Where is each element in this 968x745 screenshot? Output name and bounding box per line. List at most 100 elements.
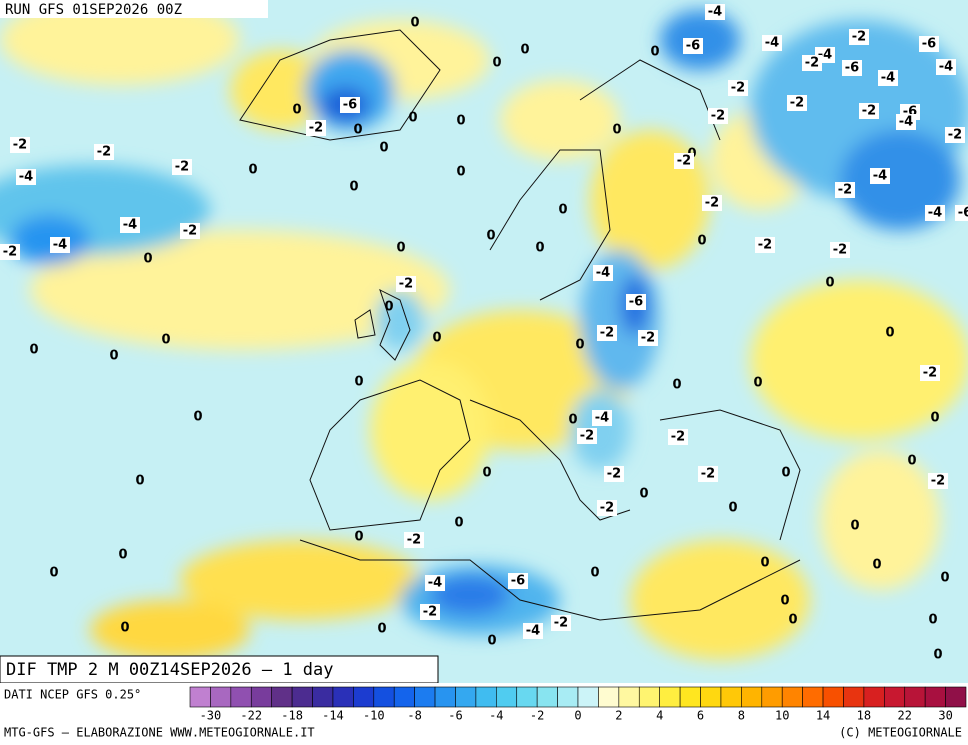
color-swatch bbox=[781, 686, 803, 708]
color-swatch bbox=[598, 686, 620, 708]
colorbar-tick-label: -4 bbox=[489, 709, 503, 723]
contour-label: -2 bbox=[862, 104, 876, 119]
color-swatch bbox=[312, 686, 334, 708]
label-box bbox=[928, 473, 948, 489]
contour-label: -4 bbox=[19, 170, 33, 185]
contour-label: 0 bbox=[408, 111, 417, 126]
contour-label: -2 bbox=[701, 467, 715, 482]
contour-label: -2 bbox=[852, 30, 866, 45]
contour-label: -2 bbox=[3, 245, 17, 260]
contour-label: -2 bbox=[758, 238, 772, 253]
label-box bbox=[802, 55, 822, 71]
contour-label: 0 bbox=[672, 378, 681, 393]
contour-label: 0 bbox=[135, 474, 144, 489]
contour-label: 0 bbox=[384, 300, 393, 315]
colorbar-tick-label: -22 bbox=[240, 709, 262, 723]
color-swatch bbox=[700, 686, 722, 708]
contour-label: -2 bbox=[13, 138, 27, 153]
contour-label: 0 bbox=[825, 276, 834, 291]
contour-label: 0 bbox=[487, 634, 496, 649]
contour-label: -6 bbox=[922, 37, 936, 52]
label-box bbox=[755, 237, 775, 253]
contour-label: 0 bbox=[788, 613, 797, 628]
colorbar-tick-label: 18 bbox=[857, 709, 871, 723]
color-swatch bbox=[679, 686, 701, 708]
colorbar-tick-label: -6 bbox=[448, 709, 462, 723]
contour-label: -4 bbox=[939, 60, 953, 75]
color-swatch bbox=[373, 686, 395, 708]
color-swatch bbox=[945, 686, 967, 708]
contour-label: 0 bbox=[354, 375, 363, 390]
contour-label: 0 bbox=[486, 229, 495, 244]
color-swatch bbox=[434, 686, 456, 708]
color-swatch bbox=[332, 686, 354, 708]
contour-label: -4 bbox=[596, 266, 610, 281]
contour-label: 0 bbox=[492, 56, 501, 71]
color-swatch bbox=[843, 686, 865, 708]
contour-label: -6 bbox=[629, 295, 643, 310]
contour-label: 0 bbox=[933, 648, 942, 663]
header-box bbox=[0, 0, 268, 18]
label-box bbox=[728, 80, 748, 96]
contour-label: 0 bbox=[410, 16, 419, 31]
label-box bbox=[120, 217, 140, 233]
color-swatch bbox=[822, 686, 844, 708]
contour-label: 0 bbox=[120, 621, 129, 636]
label-box bbox=[668, 429, 688, 445]
color-swatch bbox=[475, 686, 497, 708]
contour-label: 0 bbox=[456, 165, 465, 180]
label-box bbox=[592, 410, 612, 426]
contour-label: 0 bbox=[639, 487, 648, 502]
contour-label: 0 bbox=[118, 548, 127, 563]
color-swatch bbox=[414, 686, 436, 708]
contour-label: 0 bbox=[292, 103, 301, 118]
contour-label: -4 bbox=[53, 238, 67, 253]
color-swatch bbox=[802, 686, 824, 708]
contour-label: -2 bbox=[600, 326, 614, 341]
label-box bbox=[705, 4, 725, 20]
color-swatch bbox=[455, 686, 477, 708]
contour-label: 0 bbox=[248, 163, 257, 178]
color-swatch bbox=[741, 686, 763, 708]
contour-label: 0 bbox=[454, 516, 463, 531]
label-box bbox=[955, 205, 968, 221]
contour-label: 0 bbox=[650, 45, 659, 60]
contour-label: -4 bbox=[765, 36, 779, 51]
contour-label: -2 bbox=[175, 160, 189, 175]
label-box bbox=[425, 575, 445, 591]
contour-label: -6 bbox=[343, 98, 357, 113]
contour-label: -2 bbox=[97, 145, 111, 160]
contour-label: -4 bbox=[881, 71, 895, 86]
colorbar-tick-label: -14 bbox=[322, 709, 344, 723]
color-swatch bbox=[393, 686, 415, 708]
contour-label: -2 bbox=[790, 96, 804, 111]
contour-label: 0 bbox=[353, 123, 362, 138]
contour-label: -4 bbox=[708, 5, 722, 20]
contour-label: 0 bbox=[193, 410, 202, 425]
contour-label: -4 bbox=[595, 411, 609, 426]
label-box bbox=[849, 29, 869, 45]
contour-label: -2 bbox=[923, 366, 937, 381]
label-box bbox=[674, 153, 694, 169]
color-swatch bbox=[516, 686, 538, 708]
label-box bbox=[638, 330, 658, 346]
color-swatch bbox=[250, 686, 272, 708]
map: -2 -2 -4 -2 0 -4 -2 -4 -2 0 -2 -6 0 0 0 0 0 0 0 0 0 0 0 -2 0 0 0 0 0… bbox=[0, 0, 968, 684]
contour-label: 0 bbox=[109, 349, 118, 364]
contour-label: -2 bbox=[423, 605, 437, 620]
contour-label: 0 bbox=[482, 466, 491, 481]
contour-label: 0 bbox=[29, 343, 38, 358]
contour-label: 0 bbox=[872, 558, 881, 573]
label-box bbox=[523, 623, 543, 639]
color-swatch bbox=[884, 686, 906, 708]
contour-label: 0 bbox=[377, 622, 386, 637]
color-swatch bbox=[863, 686, 885, 708]
label-box bbox=[593, 265, 613, 281]
color-swatch bbox=[189, 686, 211, 708]
label-box bbox=[597, 325, 617, 341]
contour-label: -2 bbox=[833, 243, 847, 258]
contour-label: 0 bbox=[143, 252, 152, 267]
contour-label: -2 bbox=[607, 467, 621, 482]
contour-label: -2 bbox=[554, 616, 568, 631]
label-box bbox=[50, 237, 70, 253]
